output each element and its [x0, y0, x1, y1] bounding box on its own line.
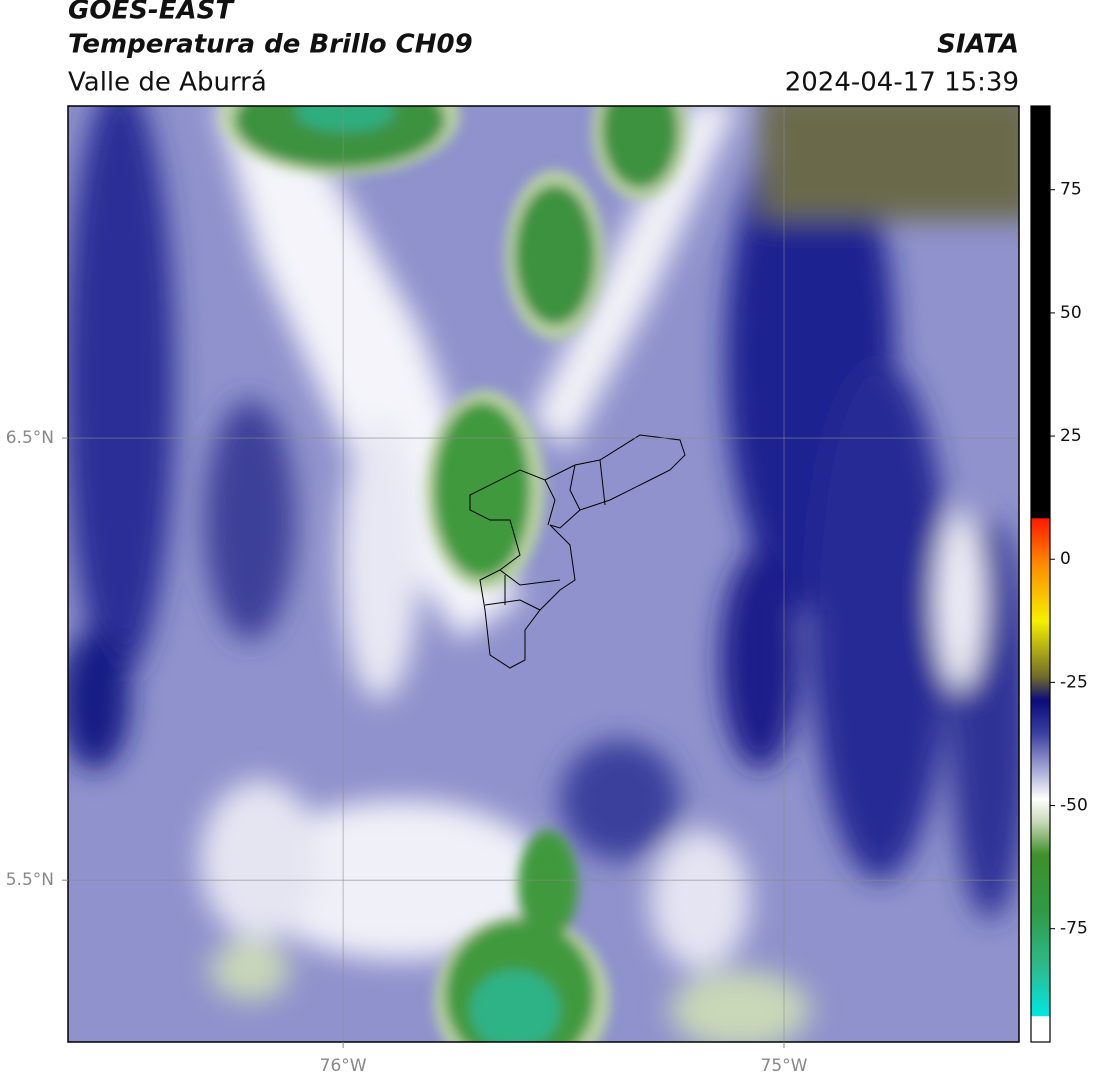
x-tick-label: 75°W [761, 1056, 808, 1076]
subtitle: Temperatura de Brillo CH09 [68, 30, 473, 60]
colorbar-tick-label: 25 [1060, 426, 1082, 446]
source: SIATA [937, 30, 1019, 60]
y-tick-label: 6.5°N [6, 428, 54, 448]
region: Valle de Aburrá [68, 68, 267, 98]
y-tick-label: 5.5°N [6, 870, 54, 890]
map-frame [67, 105, 1020, 1043]
colorbar-tick-label: -75 [1060, 919, 1088, 939]
title: GOES-EAST [68, 0, 235, 26]
colorbar-tick-label: 75 [1060, 180, 1082, 200]
valley-outline [469, 434, 686, 669]
colorbar-tick-label: 50 [1060, 303, 1082, 323]
grid [68, 106, 1019, 1042]
satellite-field [68, 106, 1019, 1042]
x-tick-label: 76°W [320, 1056, 367, 1076]
datetime: 2024-04-17 15:39 [785, 68, 1019, 98]
colorbar [1030, 105, 1051, 1043]
colorbar-tick-label: -50 [1060, 796, 1088, 816]
colorbar-tick-label: -25 [1060, 672, 1088, 692]
colorbar-tick-label: 0 [1060, 549, 1071, 569]
